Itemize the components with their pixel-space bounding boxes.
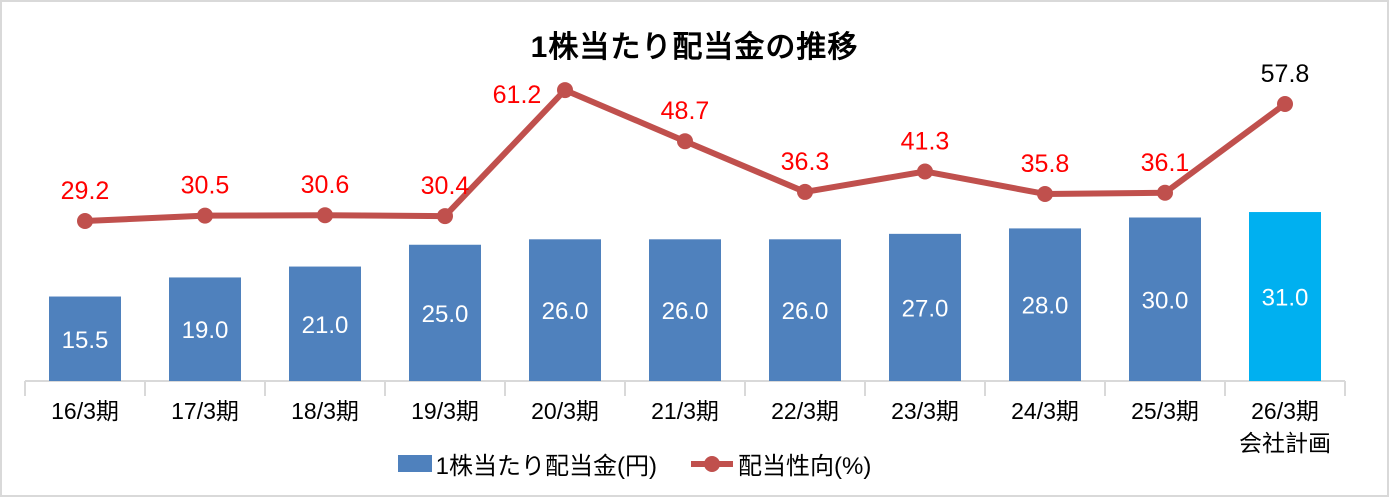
legend-line-label: 配当性向(%): [738, 453, 872, 480]
bar-value-label: 26.0: [662, 298, 709, 325]
x-axis-label: 24/3期: [1011, 398, 1079, 424]
legend: 1株当たり配当金(円) 配当性向(%): [2, 446, 1327, 481]
bar: [289, 266, 361, 381]
bar-value-label: 31.0: [1262, 285, 1309, 312]
line-marker: [917, 163, 933, 180]
bar-value-label: 28.0: [1022, 293, 1069, 320]
legend-item-dividend: 1株当たり配当金(円): [397, 446, 657, 481]
line-point-label: 35.8: [1021, 150, 1070, 178]
line-point-label: 48.7: [661, 97, 710, 125]
line-point-label: 36.1: [1141, 149, 1190, 177]
x-axis-label: 23/3期: [891, 398, 959, 424]
bar: [169, 277, 241, 381]
line-marker: [317, 207, 333, 224]
line-series-swatch-icon: [691, 455, 733, 472]
line-marker: [1157, 184, 1173, 201]
line-point-label: 57.8: [1261, 60, 1310, 88]
x-axis-label: 17/3期: [171, 398, 239, 424]
x-axis-label: 18/3期: [291, 398, 359, 424]
bar: [409, 244, 481, 381]
bar: [889, 233, 961, 381]
bar: [1129, 217, 1201, 381]
line-marker: [677, 133, 693, 150]
line-marker: [797, 183, 813, 200]
bar-value-label: 21.0: [302, 312, 349, 339]
bar: [649, 239, 721, 381]
x-axis-label: 20/3期: [531, 398, 599, 424]
x-axis-label: 19/3期: [411, 398, 479, 424]
line-marker: [557, 82, 573, 99]
line-point-label: 36.3: [781, 148, 830, 176]
line-point-label: 30.5: [181, 172, 230, 200]
line-point-label: 41.3: [901, 127, 950, 155]
bar-value-label: 27.0: [902, 295, 949, 322]
x-axis-label: 25/3期: [1131, 398, 1199, 424]
bar-value-label: 19.0: [182, 317, 229, 344]
legend-bar-label: 1株当たり配当金(円): [435, 453, 657, 480]
line-marker: [437, 208, 453, 225]
line-point-label: 61.2: [493, 81, 542, 109]
x-axis-label: 21/3期: [651, 398, 719, 424]
line-point-label: 30.6: [301, 171, 350, 199]
line-marker: [1277, 95, 1293, 112]
bar-plan: [1249, 212, 1321, 381]
line-point-label: 29.2: [61, 177, 110, 205]
chart-title: 1株当たり配当金の推移: [530, 31, 859, 64]
line-marker: [197, 207, 213, 224]
x-axis-label: 26/3期会社計画: [1239, 398, 1331, 456]
bar-value-label: 26.0: [782, 298, 829, 325]
bar: [769, 239, 841, 381]
bar-series-swatch-icon: [397, 455, 432, 472]
bar: [49, 296, 121, 381]
bar: [1009, 228, 1081, 381]
bar: [529, 239, 601, 381]
bar-value-label: 30.0: [1142, 287, 1189, 314]
line-point-label: 30.4: [421, 172, 470, 200]
bar-value-label: 15.5: [62, 327, 109, 354]
line-marker-dot-icon: [704, 455, 720, 472]
legend-item-payout: 配当性向(%): [691, 446, 871, 481]
x-axis-label: 22/3期: [771, 398, 839, 424]
bar-value-label: 26.0: [542, 298, 589, 325]
x-axis-label: 16/3期: [51, 398, 119, 424]
line-marker: [77, 212, 93, 229]
line-marker: [1037, 185, 1053, 202]
bar-value-label: 25.0: [422, 301, 469, 328]
